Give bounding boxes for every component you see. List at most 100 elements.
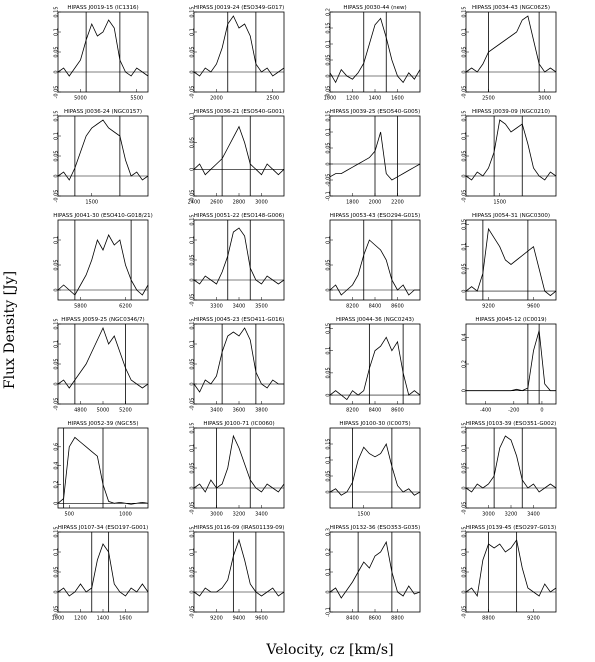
x-tick-label: 9200 <box>482 304 495 310</box>
y-tick-label: 0.6 <box>54 443 60 451</box>
panel-title: HIPASS J0041-30 (ESO410-G018/21) <box>53 213 152 219</box>
x-tick-label: 2000 <box>210 96 223 102</box>
x-tick-label: 1500 <box>493 200 506 206</box>
plot-frame <box>57 323 149 405</box>
y-tick-label: 0 <box>190 590 196 593</box>
x-tick-label: 8600 <box>391 408 404 414</box>
y-tick-label: 0.1 <box>326 236 332 244</box>
y-tick-label: 0.4 <box>54 462 60 470</box>
x-tick-label: 1400 <box>369 96 382 102</box>
y-tick-label: 0.1 <box>190 444 196 452</box>
panel-title: HIPASS J0100-71 (IC0060) <box>203 421 274 427</box>
plot-frame <box>193 219 285 301</box>
x-tick-label: 5000 <box>97 408 110 414</box>
plot-frame <box>329 531 421 613</box>
x-tick-label: 500 <box>64 512 74 518</box>
plot-frame <box>193 11 285 93</box>
y-tick-label: 0 <box>54 382 60 385</box>
panel-title: HIPASS J0019-15 (IC1316) <box>67 5 138 11</box>
x-tick-label: 9600 <box>255 616 268 622</box>
y-tick-label: 0 <box>462 389 468 392</box>
y-axis-label: Flux Density [Jy] <box>2 271 18 389</box>
y-tick-label: 0 <box>462 590 468 593</box>
y-tick-label: -0.05 <box>54 606 60 619</box>
y-tick-label: 0.15 <box>326 438 332 449</box>
y-tick-label: 0.1 <box>190 340 196 348</box>
panel-title: HIPASS J0036-24 (NGC0157) <box>64 109 142 115</box>
y-tick-label: 0.1 <box>326 128 332 136</box>
x-tick-label: 3000 <box>210 512 223 518</box>
y-tick-label: 0.15 <box>54 318 60 329</box>
x-tick-label: 8200 <box>346 408 359 414</box>
spectrum <box>329 336 421 401</box>
x-axis-label: Velocity, cz [km/s] <box>265 642 393 658</box>
y-tick-label: 0.2 <box>462 360 468 368</box>
y-tick-label: 0.1 <box>54 28 60 36</box>
panel-title: HIPASS J0045-12 (IC0019) <box>475 317 546 323</box>
panel-title: HIPASS J0045-23 (ESO411-G016) <box>194 317 285 323</box>
y-tick-label: -0.05 <box>462 190 468 203</box>
plot-frame <box>57 115 149 197</box>
x-tick-label: 9400 <box>233 616 246 622</box>
spectrum <box>465 435 557 493</box>
y-tick-label: 0 <box>326 288 332 291</box>
x-tick-label: 8400 <box>369 304 382 310</box>
y-tick-label: 0.05 <box>462 263 468 274</box>
y-tick-label: 0.15 <box>54 526 60 537</box>
x-tick-label: 1000 <box>324 96 337 102</box>
plot-frame <box>329 11 421 93</box>
x-tick-label: 3200 <box>505 512 518 518</box>
y-tick-label: 0 <box>190 486 196 489</box>
plot-frame <box>465 531 557 613</box>
y-tick-label: -0.05 <box>54 86 60 99</box>
x-tick-label: 8400 <box>369 408 382 414</box>
y-tick-label: 0.05 <box>54 259 60 270</box>
y-tick-label: 0.15 <box>54 110 60 121</box>
x-tick-label: 8800 <box>391 616 404 622</box>
x-tick-label: 2000 <box>369 200 382 206</box>
y-tick-label: 0.15 <box>462 6 468 17</box>
y-tick-label: 0.15 <box>190 318 196 329</box>
x-tick-label: 8800 <box>482 616 495 622</box>
plot-frame <box>329 323 421 405</box>
spectrum <box>57 19 149 77</box>
x-tick-label: 1500 <box>357 512 370 518</box>
spectrum <box>329 17 421 84</box>
spectrum <box>57 326 149 389</box>
x-tick-label: 3500 <box>255 304 268 310</box>
x-tick-label: 2400 <box>188 200 201 206</box>
panel-title: HIPASS J0019-24 (ESO349-G017) <box>194 5 285 11</box>
y-tick-label: -0.05 <box>326 86 332 99</box>
y-tick-label: 0 <box>462 486 468 489</box>
x-tick-label: 1600 <box>391 96 404 102</box>
panel-title: HIPASS J0139-45 (ESO297-G013) <box>466 525 557 531</box>
y-tick-label: 0.05 <box>54 46 60 57</box>
y-tick-label: 0.1 <box>462 444 468 452</box>
y-tick-label: -0.1 <box>326 607 332 617</box>
y-tick-label: 0.05 <box>326 367 332 378</box>
y-tick-label: 0.15 <box>190 422 196 433</box>
plot-frame <box>329 427 421 509</box>
y-tick-label: 0 <box>326 490 332 493</box>
y-tick-label: 0.05 <box>190 358 196 369</box>
plot-frame <box>57 219 149 301</box>
x-tick-label: 1200 <box>74 616 87 622</box>
plot-frame <box>465 219 557 301</box>
y-tick-label: 0.15 <box>462 526 468 537</box>
panel-title: HIPASS J0051-22 (ESO148-G006) <box>194 213 285 219</box>
y-tick-label: -0.05 <box>462 606 468 619</box>
y-tick-label: 0.05 <box>462 46 468 57</box>
spectrum <box>465 227 557 297</box>
y-tick-label: 0.2 <box>326 8 332 16</box>
x-tick-label: 9600 <box>527 304 540 310</box>
y-tick-label: 0.1 <box>190 28 196 36</box>
y-tick-label: 0.05 <box>326 142 332 153</box>
plot-frame <box>57 11 149 93</box>
y-tick-label: 0.15 <box>54 6 60 17</box>
spectrum <box>329 131 421 181</box>
x-tick-label: 2600 <box>210 200 223 206</box>
x-tick-label: 5800 <box>74 304 87 310</box>
panel-title: HIPASS J0052-39 (NGC55) <box>67 421 138 427</box>
y-tick-label: 0.05 <box>462 462 468 473</box>
y-tick-label: -0.05 <box>190 190 196 203</box>
